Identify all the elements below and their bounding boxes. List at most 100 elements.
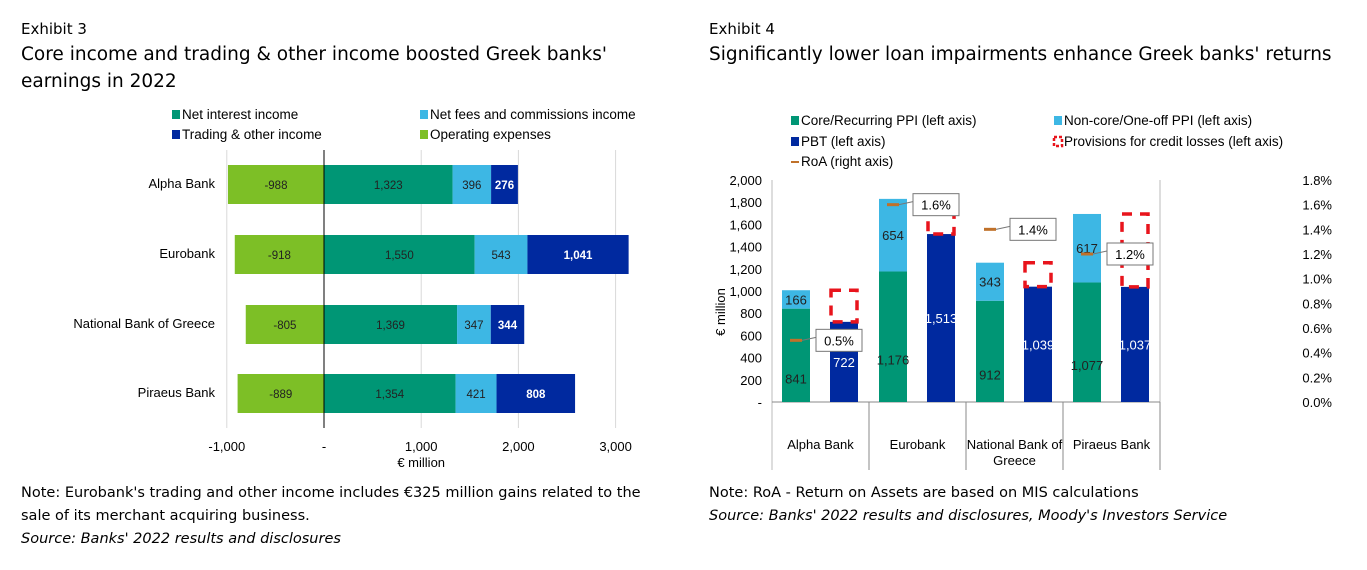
roa-callout bbox=[815, 328, 863, 352]
y2-tick-label: 1.8% bbox=[1302, 173, 1332, 188]
bar-provisions bbox=[829, 288, 859, 324]
data-label: 722 bbox=[833, 355, 855, 370]
data-label: 912 bbox=[979, 367, 1001, 382]
right-note: Note: RoA - Return on Assets are based o… bbox=[709, 485, 1139, 501]
category-label: Alpha Bank bbox=[149, 176, 216, 191]
y-tick-label: 1,800 bbox=[729, 195, 762, 210]
bar-pbt bbox=[1024, 286, 1052, 402]
data-label: 421 bbox=[466, 389, 485, 401]
data-label: 1,041 bbox=[564, 250, 593, 262]
bar-segment bbox=[496, 374, 576, 413]
right-bar-chart: - 200 400 600 800 1,000 1,200 1,400 1,600 1,800 2,… bbox=[713, 113, 1332, 470]
bar-segment bbox=[490, 305, 525, 344]
bar-pbt bbox=[1121, 286, 1149, 402]
data-label: 1,354 bbox=[375, 389, 404, 401]
legend-label: PBT (left axis) bbox=[801, 134, 886, 149]
bar-core-ppi bbox=[782, 308, 810, 402]
legend-swatch bbox=[172, 130, 180, 139]
x-tick-label: 3,000 bbox=[599, 439, 632, 454]
roa-label: 1.2% bbox=[1115, 247, 1145, 262]
bar-segment bbox=[227, 165, 324, 204]
bar-segment bbox=[324, 374, 456, 413]
y-tick-label: 1,400 bbox=[729, 240, 762, 255]
data-label: 1,550 bbox=[385, 250, 414, 262]
legend-swatch bbox=[420, 110, 428, 119]
legend-label: Provisions for credit losses (left axis) bbox=[1064, 134, 1283, 149]
x-tick-label: -1,000 bbox=[208, 439, 245, 454]
roa-label: 1.6% bbox=[921, 198, 951, 213]
y2-tick-label: 0.2% bbox=[1302, 370, 1332, 385]
data-label: 1,039 bbox=[1022, 337, 1055, 352]
roa-label: 0.5% bbox=[824, 333, 854, 348]
bar-core-ppi bbox=[879, 271, 907, 402]
data-label: -889 bbox=[269, 389, 292, 401]
bar-segment bbox=[237, 374, 324, 413]
data-label: 543 bbox=[491, 250, 510, 262]
y2-tick-label: 0.8% bbox=[1302, 296, 1332, 311]
x-tick-label: 1,000 bbox=[405, 439, 438, 454]
legend-label: Core/Recurring PPI (left axis) bbox=[801, 113, 977, 128]
legend-swatch bbox=[1052, 135, 1064, 148]
legend-swatch bbox=[791, 116, 799, 125]
legend-label: RoA (right axis) bbox=[801, 154, 893, 169]
category-label: Eurobank bbox=[890, 437, 946, 452]
data-label: 1,369 bbox=[376, 320, 405, 332]
data-label: 841 bbox=[785, 371, 807, 386]
data-label: 1,037 bbox=[1119, 337, 1152, 352]
y-tick-label: 800 bbox=[740, 306, 762, 321]
exhibit-3-label: Exhibit 3 bbox=[21, 20, 87, 38]
bar-noncore-ppi bbox=[1073, 213, 1101, 283]
bar-segment bbox=[452, 165, 492, 204]
bar-segment bbox=[324, 235, 475, 274]
bar-segment bbox=[474, 235, 528, 274]
roa-callout bbox=[1106, 242, 1154, 266]
y2-tick-label: 1.0% bbox=[1302, 272, 1332, 287]
y-tick-label: 1,200 bbox=[729, 262, 762, 277]
roa-label: 1.4% bbox=[1018, 222, 1048, 237]
roa-callout-pointer bbox=[801, 336, 817, 341]
left-chart-title: Core income and trading & other income b… bbox=[21, 44, 607, 92]
left-note: Note: Eurobank's trading and other incom… bbox=[21, 485, 641, 524]
category-label: National Bank of Greece bbox=[73, 316, 215, 331]
data-label: 654 bbox=[882, 228, 904, 243]
legend-swatch bbox=[172, 110, 180, 119]
bar-core-ppi bbox=[976, 300, 1004, 402]
x-tick-label: - bbox=[322, 439, 326, 454]
bar-segment bbox=[491, 165, 518, 204]
bar-segment bbox=[245, 305, 324, 344]
roa-callout-pointer bbox=[1092, 250, 1108, 255]
bar-noncore-ppi bbox=[879, 198, 907, 272]
legend-label: Net fees and commissions income bbox=[430, 107, 636, 122]
category-label: Greece bbox=[993, 453, 1036, 468]
data-label: 617 bbox=[1076, 241, 1098, 256]
legend-label: Net interest income bbox=[182, 107, 298, 122]
legend-swatch bbox=[791, 137, 799, 146]
y-tick-label: 600 bbox=[740, 328, 762, 343]
roa-callout bbox=[912, 193, 960, 217]
legend-label: Trading & other income bbox=[182, 127, 322, 142]
right-source: Source: Banks' 2022 results and disclosu… bbox=[709, 508, 1228, 524]
roa-callout bbox=[1009, 217, 1057, 241]
data-label: 276 bbox=[495, 180, 514, 192]
y-tick-label: 1,000 bbox=[729, 284, 762, 299]
data-label: 347 bbox=[464, 320, 483, 332]
roa-callout-pointer bbox=[898, 201, 914, 206]
data-label: 396 bbox=[462, 180, 481, 192]
y2-tick-label: 0.6% bbox=[1302, 321, 1332, 336]
legend-swatch bbox=[420, 130, 428, 139]
data-label: 808 bbox=[526, 389, 546, 401]
y-tick-label: 1,600 bbox=[729, 217, 762, 232]
y2-tick-label: 1.6% bbox=[1302, 198, 1332, 213]
category-label: Piraeus Bank bbox=[138, 385, 216, 400]
bar-provisions bbox=[926, 197, 956, 236]
x-tick-label: 2,000 bbox=[502, 439, 535, 454]
data-label: -988 bbox=[264, 180, 287, 192]
bar-noncore-ppi bbox=[782, 290, 810, 309]
data-label: -918 bbox=[268, 250, 291, 262]
data-label: 166 bbox=[785, 292, 807, 307]
data-label: 1,176 bbox=[877, 353, 910, 368]
bar-segment bbox=[324, 165, 453, 204]
data-label: 1,077 bbox=[1071, 358, 1104, 373]
bar-segment bbox=[457, 305, 491, 344]
